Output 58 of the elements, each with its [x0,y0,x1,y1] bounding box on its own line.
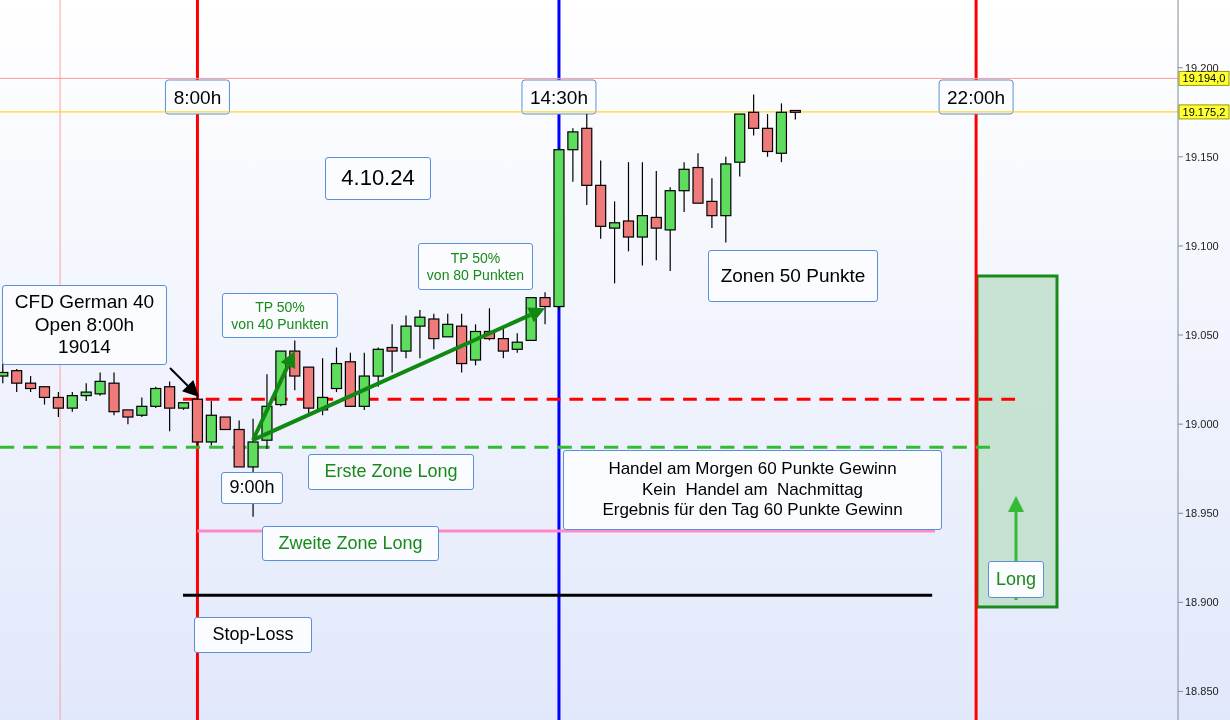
annotation: Stop-Loss [211,624,295,646]
annotation: 9:00h [228,477,276,499]
candlestick [66,391,78,413]
candlestick [567,127,579,183]
candlestick [608,200,621,284]
y-tick-label: 19.200 [1185,61,1219,74]
callout-box: Zweite Zone Long [262,526,439,561]
ref-line-label: 14:30h [529,87,589,108]
annotation: CFD German 40 Open 8:00h 19014 [13,290,156,360]
annotation: Zweite Zone Long [277,532,424,555]
callout-box: 9:00h [221,472,283,504]
callout-box: TP 50% von 80 Punkten [418,243,533,290]
annotation: TP 50% von 80 Punkten [425,249,526,284]
annotation: Handel am Morgen 60 Punkte Gewinn Kein Handel am Nachmittag Ergebnis für den Tag 60 Punkte Gewinn [601,459,904,521]
candlestick [511,332,523,354]
candlestick [136,396,148,418]
annotation: Long [994,568,1037,591]
candlestick [706,177,718,229]
candlestick [442,313,454,338]
candlestick [748,93,760,137]
y-tick-label: 19.100 [1185,239,1219,252]
callout-box: Erste Zone Long [308,454,474,490]
ref-line-label: 22:00h [947,87,1006,108]
y-tick-label: 19.150 [1185,150,1219,163]
callout-box: Zonen 50 Punkte [708,250,878,302]
ref-line-label: 8:00h [173,87,222,108]
y-tick-label: 18.950 [1185,507,1219,520]
callout-box: TP 50% von 40 Punkten [222,293,338,338]
callout-box: Long [988,561,1044,598]
annotation: Erste Zone Long [323,461,459,483]
y-tick-label: 18.900 [1185,596,1219,609]
candlestick [761,113,774,158]
candlestick [539,291,551,325]
candlestick [650,170,662,261]
candlestick [52,391,64,418]
ref-line-label: 19.194,0 [1182,72,1226,85]
y-tick-label: 19.000 [1185,418,1219,431]
annotation: TP 50% von 40 Punkten [230,298,330,333]
annotation: Zonen 50 Punkte [719,264,867,288]
candlestick [428,313,440,350]
candlestick [497,327,509,359]
annotation: 4.10.24 [340,165,416,192]
candlestick [678,161,690,213]
candlestick [622,161,635,252]
callout-box: CFD German 40 Open 8:00h 19014 [2,285,167,365]
callout-box: Stop-Loss [194,617,312,653]
candlestick [636,161,648,267]
y-tick-label: 18.850 [1185,685,1219,698]
candlestick [94,371,106,397]
candlestick [150,386,162,409]
candlestick [164,380,176,432]
callout-box: Handel am Morgen 60 Punkte Gewinn Kein Handel am Nachmittag Ergebnis für den Tag 60 Punkte Gewinn [563,450,942,530]
candlestick [11,368,23,393]
callout-box: 4.10.24 [325,157,431,200]
candlestick [386,323,398,374]
candlestick [414,309,426,359]
ref-line-label: 19.175,2 [1182,105,1226,118]
y-tick-label: 19.050 [1185,328,1219,341]
